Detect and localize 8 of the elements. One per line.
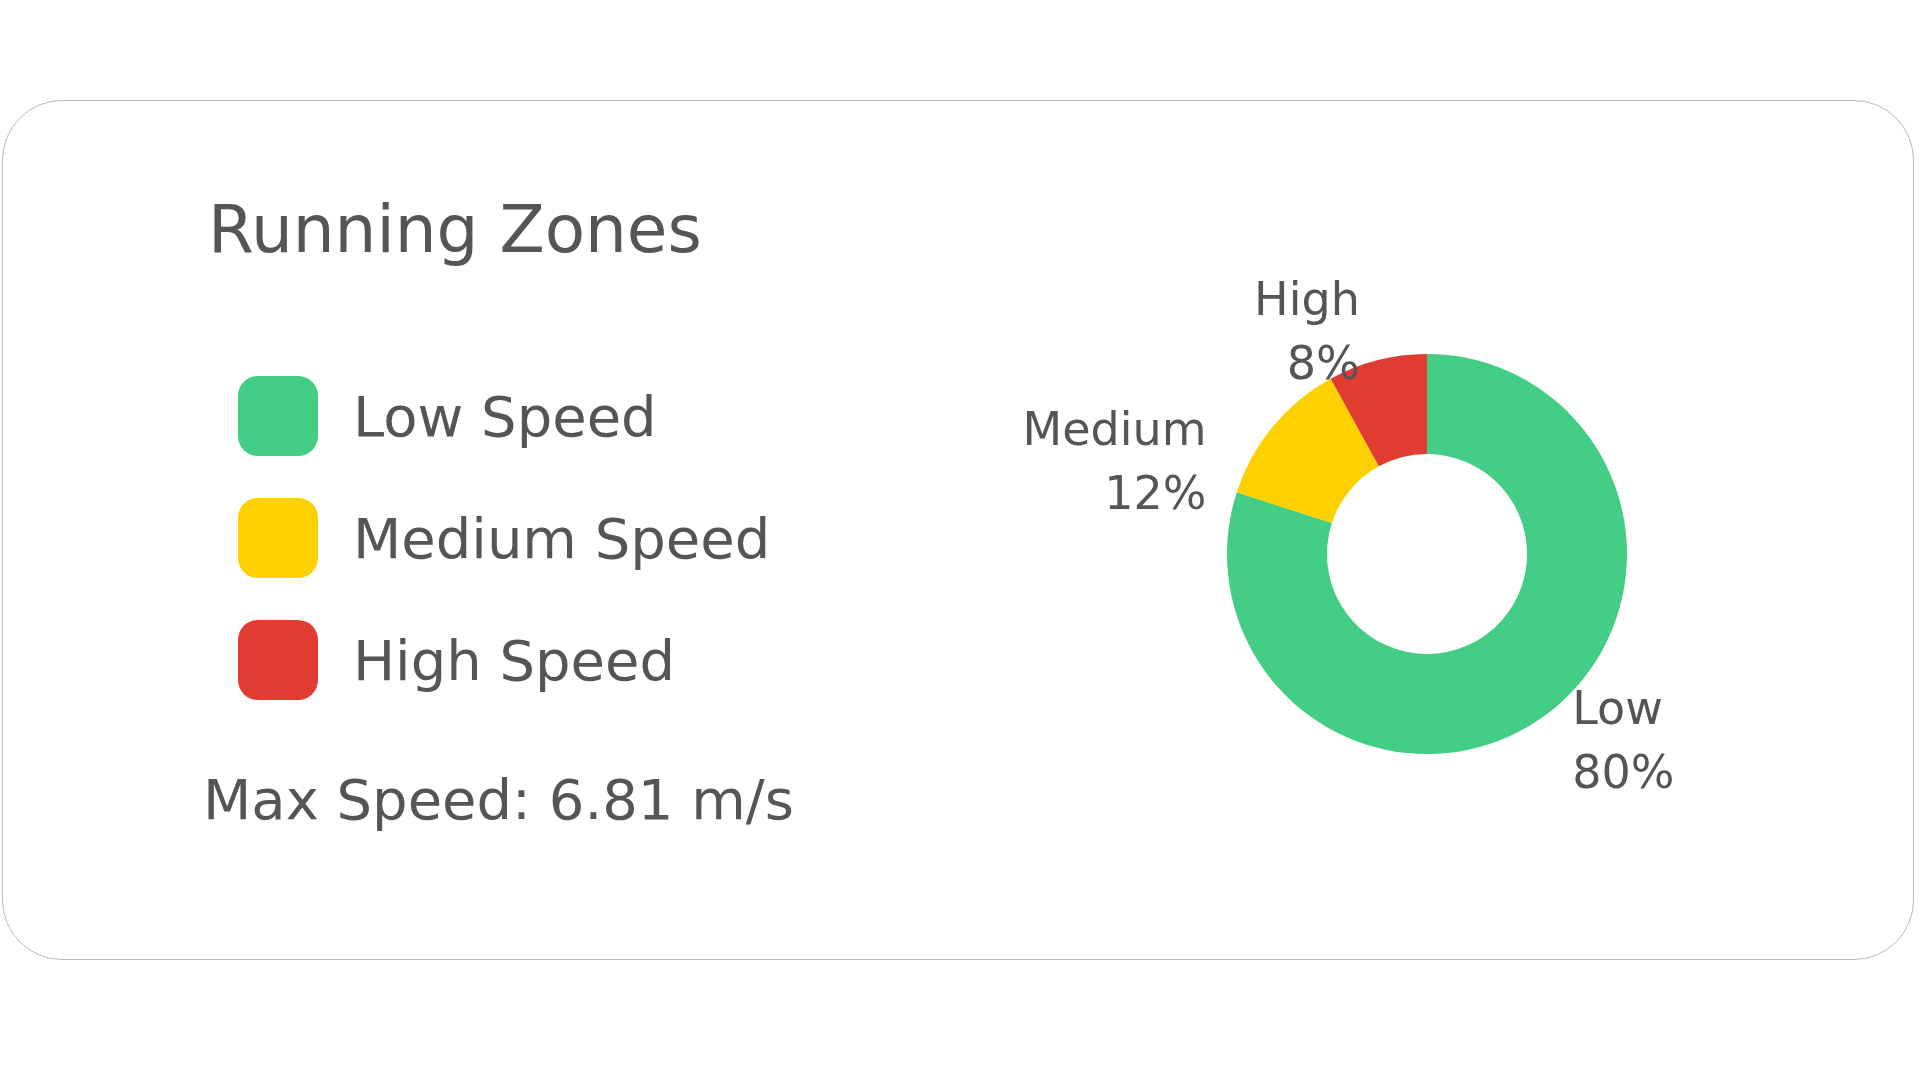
data-label: Medium 12% xyxy=(1022,402,1207,521)
text: Max Speed: 6.81 m/s xyxy=(203,766,794,832)
chart-title: Running Zones xyxy=(208,190,702,268)
data-label: High 8% xyxy=(1254,272,1360,391)
legend-label: Medium Speed xyxy=(353,505,771,571)
data-label: Low 80% xyxy=(1572,681,1675,800)
legend-label: Low Speed xyxy=(353,383,657,449)
legend-label: High Speed xyxy=(353,627,676,693)
